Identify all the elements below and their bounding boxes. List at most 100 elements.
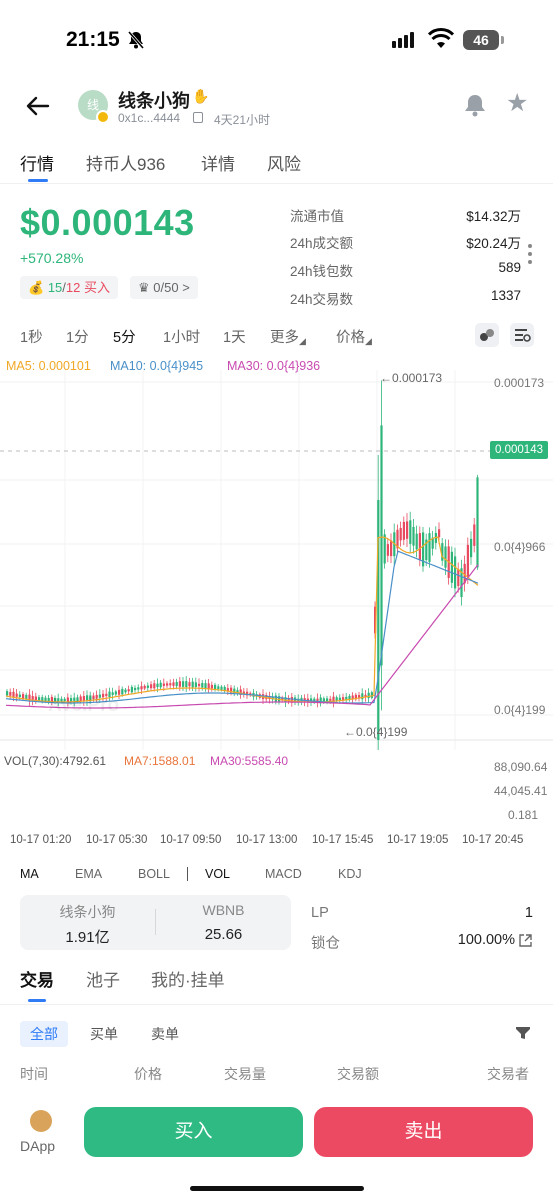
column-amount: 交易额	[337, 1066, 379, 1082]
vol-ma30-legend: MA30:5585.40	[210, 754, 289, 768]
external-link-icon[interactable]	[518, 933, 533, 948]
volume-axis-label: 44,045.41	[494, 784, 548, 798]
candle-body	[34, 696, 37, 701]
more-vertical-icon[interactable]	[528, 244, 532, 268]
chart-type-price[interactable]: 价格◢	[336, 330, 372, 346]
indicator-kdj[interactable]: KDJ	[338, 867, 362, 881]
interval-1h[interactable]: 1小时	[163, 330, 201, 346]
column-time: 时间	[20, 1066, 48, 1082]
main-tabs: 行情 持币人936 详情 风险	[0, 146, 553, 184]
subtab-my-orders[interactable]: 我的·挂单	[151, 971, 225, 990]
pool-token-b-name: WBNB	[202, 902, 245, 918]
tab-holders[interactable]: 持币人936	[86, 155, 166, 174]
candle-body	[322, 698, 325, 703]
candle-body	[89, 695, 92, 700]
candle-body	[450, 551, 453, 583]
candle-body	[246, 691, 249, 696]
candle-body	[44, 697, 47, 702]
buy-button[interactable]: 买入	[84, 1107, 303, 1157]
candle-body	[143, 685, 146, 689]
indicator-boll[interactable]: BOLL	[138, 867, 170, 881]
candle-body	[473, 524, 476, 546]
back-arrow-icon[interactable]	[24, 92, 52, 120]
candle-body	[326, 698, 329, 702]
snipers-chip[interactable]: ♛ 0/50 >	[130, 276, 198, 299]
dapp-label[interactable]: DApp	[20, 1138, 56, 1154]
lp-value: 1	[524, 905, 533, 921]
candle-body	[406, 521, 409, 539]
tab-risk[interactable]: 风险	[267, 155, 301, 174]
candle-body	[210, 684, 213, 689]
indicator-macd[interactable]: MACD	[265, 867, 302, 881]
candle-body	[137, 687, 140, 690]
time-axis-label: 10-17 13:00	[236, 834, 298, 846]
candle-body	[236, 690, 239, 693]
indicator-ma[interactable]: MA	[20, 867, 39, 881]
candle-body	[9, 692, 12, 696]
candle-body	[476, 477, 479, 568]
filter-sells[interactable]: 卖单	[151, 1026, 179, 1042]
copy-icon[interactable]	[193, 112, 203, 123]
interval-1m[interactable]: 1分	[66, 330, 89, 346]
chart-style-icon[interactable]	[475, 323, 499, 347]
candle-body	[98, 694, 101, 698]
filter-all[interactable]: 全部	[20, 1021, 68, 1047]
candle-body	[457, 568, 460, 587]
interval-more[interactable]: 更多◢	[270, 330, 306, 346]
interval-1s[interactable]: 1秒	[20, 330, 43, 346]
indicator-ema[interactable]: EMA	[75, 867, 103, 881]
candle-body	[281, 697, 284, 701]
time-axis-label: 10-17 15:45	[312, 834, 374, 846]
candle-body	[220, 686, 223, 690]
price-chart[interactable]	[0, 370, 553, 750]
signal-icon	[392, 32, 414, 48]
candle-body	[130, 686, 133, 693]
favorite-star-icon[interactable]: ★	[506, 89, 529, 117]
candle-body	[134, 687, 137, 691]
chart-settings-icon[interactable]	[510, 323, 534, 347]
candle-body	[354, 694, 357, 700]
time-axis-label: 10-17 05:30	[86, 834, 148, 846]
dapp-bunny-icon[interactable]	[30, 1110, 52, 1132]
candle-body	[329, 698, 332, 701]
candle-body	[201, 683, 204, 688]
candle-body	[182, 681, 185, 687]
candle-body	[86, 695, 89, 702]
wifi-icon	[428, 28, 454, 48]
sell-button[interactable]: 卖出	[314, 1107, 533, 1157]
interval-5m[interactable]: 5分	[113, 330, 136, 346]
lock-value[interactable]: 100.00%	[457, 932, 515, 948]
subtab-trades[interactable]: 交易	[20, 971, 54, 990]
indicator-vol[interactable]: VOL	[205, 867, 231, 881]
status-time: 21:15	[66, 28, 120, 51]
price-axis-label: 0.0{4}199	[494, 703, 546, 717]
vol-legend: VOL(7,30):4792.61	[4, 754, 107, 768]
candle-body	[73, 697, 76, 702]
candle-body	[54, 697, 57, 702]
filter-buys[interactable]: 买单	[90, 1026, 118, 1042]
token-address[interactable]: 0x1c...4444	[118, 111, 181, 125]
stat-label: 24h成交额	[290, 236, 354, 251]
candle-body	[12, 691, 15, 698]
money-bag-icon: 💰	[28, 280, 45, 295]
candle-body	[41, 697, 44, 701]
candle-body	[95, 694, 98, 699]
candle-body	[92, 695, 95, 699]
time-axis-label: 10-17 20:45	[462, 834, 524, 846]
interval-1d[interactable]: 1天	[223, 330, 246, 346]
candle-body	[290, 696, 293, 703]
subtab-pools[interactable]: 池子	[86, 971, 120, 990]
filter-funnel-icon[interactable]	[515, 1026, 531, 1040]
candle-body	[31, 696, 34, 700]
candle-body	[345, 696, 348, 700]
candle-body	[166, 683, 169, 686]
pool-separator	[155, 909, 156, 935]
buy-sell-count-chip[interactable]: 💰 15/12 买入	[20, 276, 119, 299]
tab-market[interactable]: 行情	[20, 155, 54, 174]
stat-value: $14.32万	[466, 209, 521, 224]
price-alert-bell-icon[interactable]	[462, 92, 488, 118]
candle-body	[239, 689, 242, 695]
tab-details[interactable]: 详情	[201, 155, 235, 174]
sell-count: 12	[65, 280, 81, 295]
candle-body	[233, 688, 236, 694]
